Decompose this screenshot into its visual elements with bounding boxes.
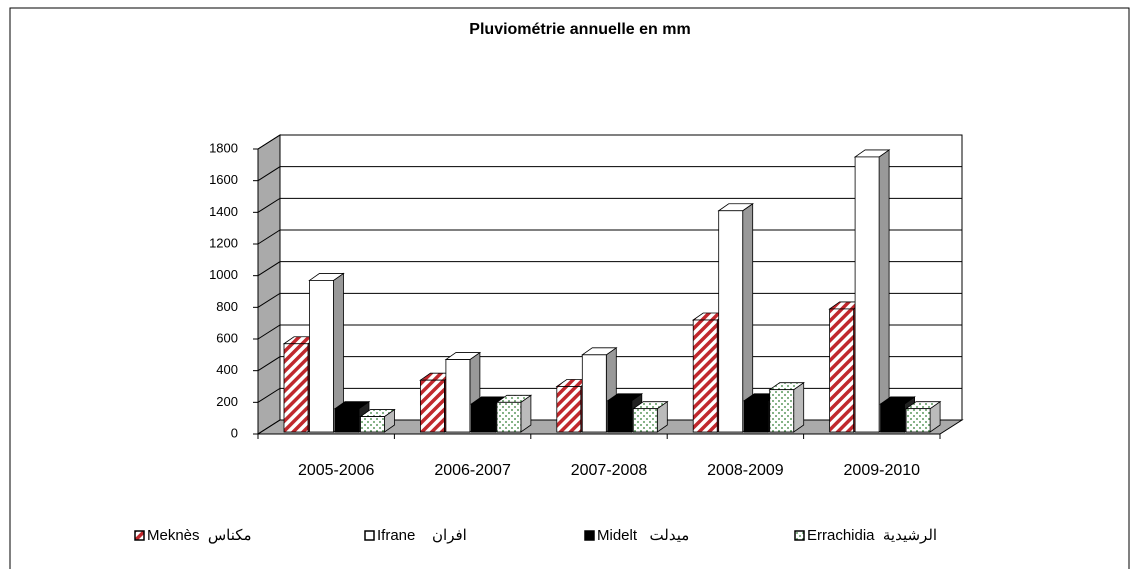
x-tick-label: 2009-2010 xyxy=(844,462,921,479)
y-tick-label: 1000 xyxy=(209,267,238,282)
bar xyxy=(556,386,582,433)
legend-swatch xyxy=(134,530,145,541)
y-tick-label: 1400 xyxy=(209,204,238,219)
grid-line xyxy=(257,197,962,213)
legend-label: Errachidia الرشيدية xyxy=(807,527,937,544)
bar xyxy=(496,401,522,433)
bar xyxy=(419,379,445,433)
bar xyxy=(283,343,309,433)
legend-label: Midelt ميدلت xyxy=(597,527,689,544)
bar xyxy=(718,210,744,433)
bar xyxy=(692,319,718,433)
bar xyxy=(769,389,795,433)
bar xyxy=(743,400,769,433)
chart-title: Pluviométrie annuelle en mm xyxy=(469,21,690,38)
bar xyxy=(445,359,471,433)
legend-label: Ifrane افران xyxy=(377,527,467,544)
bar xyxy=(905,408,931,433)
side-wall xyxy=(257,134,281,435)
bar-side xyxy=(878,149,890,433)
y-tick-label: 1200 xyxy=(209,235,238,250)
bar xyxy=(632,408,658,433)
x-tick-label: 2005-2006 xyxy=(298,462,375,479)
legend-swatch xyxy=(584,530,595,541)
bar xyxy=(360,416,385,433)
legend-swatch xyxy=(364,530,375,541)
legend-swatch xyxy=(794,530,805,541)
y-tick-label: 400 xyxy=(216,362,238,377)
bar xyxy=(880,403,905,433)
bar-side xyxy=(793,381,805,433)
bar xyxy=(470,403,496,433)
x-tick-label: 2007-2008 xyxy=(571,462,648,479)
y-tick-label: 0 xyxy=(231,425,238,440)
y-tick-label: 200 xyxy=(216,394,238,409)
bar xyxy=(829,308,854,433)
grid-line xyxy=(257,134,962,150)
bar xyxy=(607,400,633,433)
bar xyxy=(334,408,360,433)
y-tick-label: 800 xyxy=(216,299,238,314)
bar xyxy=(581,354,607,433)
grid-line xyxy=(257,166,962,182)
y-tick-label: 600 xyxy=(216,330,238,345)
y-tick-label: 1600 xyxy=(209,172,238,187)
legend-label: Meknès مكناس xyxy=(147,527,252,544)
bar xyxy=(854,156,880,433)
x-tick-label: 2008-2009 xyxy=(707,462,784,479)
x-tick-label: 2006-2007 xyxy=(434,462,511,479)
y-tick-label: 1800 xyxy=(209,140,238,155)
bar xyxy=(309,280,334,433)
